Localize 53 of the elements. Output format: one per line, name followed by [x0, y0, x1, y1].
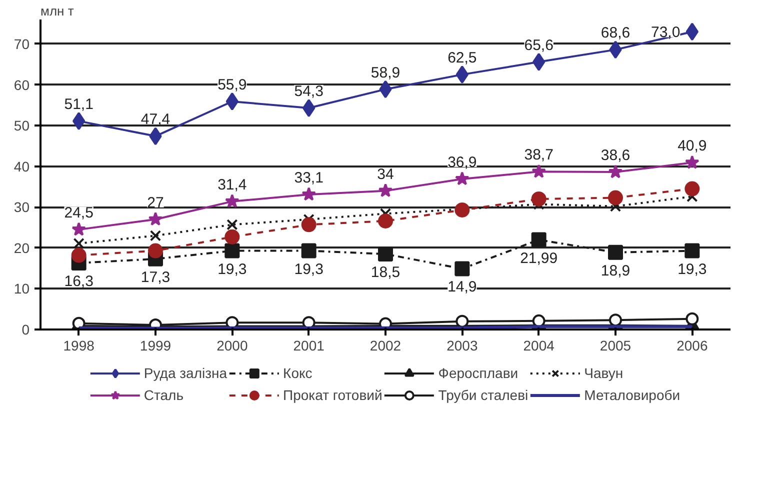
data-label: 34	[377, 166, 394, 183]
legend-label: Прокат готовий	[283, 387, 382, 403]
y-axis-title: млн т	[40, 4, 74, 18]
x-tick-label: 2000	[216, 338, 248, 354]
x-tick-label: 2003	[446, 338, 478, 354]
data-label: 54,3	[294, 83, 324, 100]
x-tick-label: 2002	[370, 338, 402, 354]
data-label: 14,9	[448, 278, 477, 296]
legend-label: Металовироби	[584, 387, 680, 403]
data-label: 40,9	[678, 138, 707, 155]
data-label: 17,3	[140, 268, 170, 286]
data-label: 68,6	[600, 24, 630, 42]
data-label: 21,99	[520, 250, 558, 267]
data-label: 38,7	[524, 146, 554, 164]
y-tick-label: 50	[14, 118, 30, 134]
data-label: 62,5	[448, 50, 477, 67]
y-tick-label: 10	[14, 280, 30, 297]
y-tick-label: 0	[22, 322, 30, 338]
data-label: 55,9	[218, 76, 247, 94]
data-label: 58,9	[370, 64, 400, 82]
x-tick-label: 1998	[63, 338, 95, 354]
data-label: 19,3	[294, 260, 324, 278]
x-tick-label: 2006	[676, 338, 708, 354]
data-label: 31,4	[218, 176, 247, 194]
data-label: 65,6	[524, 36, 554, 54]
legend-label: Феросплави	[438, 365, 518, 381]
data-label: 47,4	[140, 111, 170, 128]
x-tick-label: 2005	[600, 338, 632, 354]
x-tick-label: 1999	[140, 338, 172, 354]
y-tick-label: 20	[14, 240, 30, 256]
legend-label: Сталь	[144, 387, 184, 403]
x-tick-label: 2004	[523, 338, 555, 354]
data-label: 33,1	[294, 169, 324, 186]
legend-label: Кокс	[283, 365, 312, 381]
data-label: 24,5	[64, 204, 94, 222]
y-tick-label: 30	[14, 199, 30, 216]
data-label: 38,6	[600, 147, 630, 164]
data-label: 27	[147, 194, 164, 212]
legend-label: Чавун	[584, 365, 624, 381]
data-label: 18,5	[370, 264, 400, 282]
legend-label: Труби сталеві	[438, 387, 528, 403]
y-tick-label: 40	[14, 158, 30, 174]
data-label: 51,1	[64, 96, 94, 114]
y-tick-label: 60	[14, 76, 30, 93]
data-label: 36,9	[448, 154, 477, 171]
legend-label: Руда залізна	[144, 365, 228, 381]
data-label: 19,3	[678, 260, 707, 278]
data-label: 19,3	[218, 260, 247, 278]
data-label: 18,9	[600, 262, 630, 280]
data-label: 16,3	[64, 273, 94, 290]
data-label: 73,0	[650, 24, 680, 42]
y-tick-label: 70	[14, 36, 30, 52]
x-tick-label: 2001	[293, 338, 325, 354]
